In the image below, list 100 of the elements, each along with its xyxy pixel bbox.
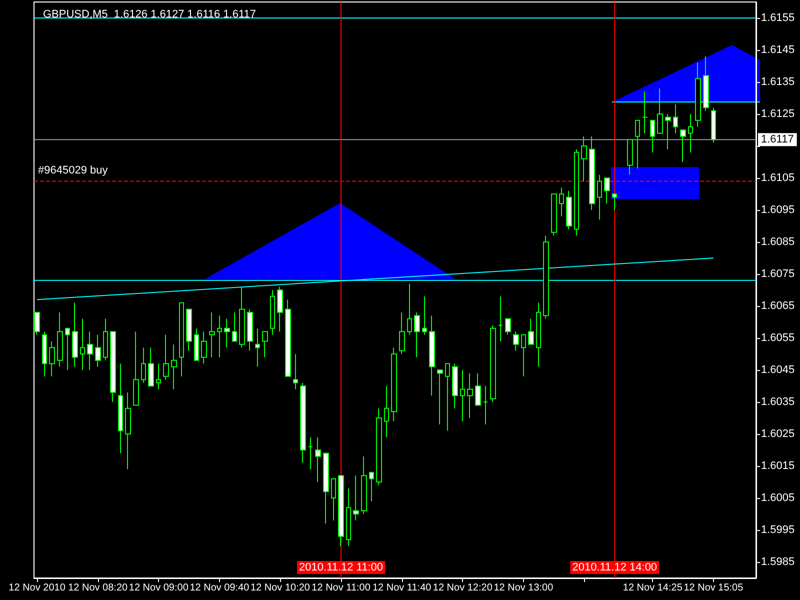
candlestick xyxy=(505,318,511,336)
candlestick xyxy=(232,312,237,342)
candlestick xyxy=(536,302,541,368)
candlestick xyxy=(559,187,564,217)
candlestick xyxy=(650,120,655,153)
candlestick xyxy=(148,347,154,386)
y-tick-label: 1.6105 xyxy=(761,172,795,184)
candlestick xyxy=(422,296,427,336)
candlestick xyxy=(657,88,663,134)
candlestick xyxy=(627,139,633,176)
ref-line-label: #9645029 buy xyxy=(38,164,108,177)
y-tick-label: 1.6125 xyxy=(761,108,795,120)
candlestick xyxy=(604,178,610,204)
y-tick-label: 1.5995 xyxy=(761,524,795,536)
x-tick-label: 12 Nov 08:20 xyxy=(68,582,128,594)
candlestick xyxy=(141,347,146,384)
candlestick xyxy=(110,331,116,402)
candlestick xyxy=(171,344,177,390)
candlestick xyxy=(217,315,222,358)
x-tick-label: 12 Nov 09:40 xyxy=(190,582,250,594)
candlestick xyxy=(490,324,496,402)
candlestick xyxy=(262,331,268,358)
candlestick xyxy=(346,488,351,546)
x-tick-label: 12 Nov 09:00 xyxy=(128,582,189,594)
candlestick xyxy=(338,475,344,546)
candlestick xyxy=(551,194,557,236)
candlestick xyxy=(635,120,640,169)
candlestick xyxy=(331,478,336,521)
candlestick xyxy=(80,318,85,370)
candlestick xyxy=(103,318,108,361)
candlestick xyxy=(665,114,671,150)
candlestick xyxy=(255,328,260,368)
candlestick xyxy=(703,56,709,112)
candlestick xyxy=(513,331,519,352)
y-tick-label: 1.6075 xyxy=(761,268,795,280)
candlestick xyxy=(95,334,101,368)
x-tick-label: 12 Nov 12:20 xyxy=(432,582,493,594)
candlestick xyxy=(528,318,534,345)
y-tick-label: 1.6005 xyxy=(761,492,795,504)
ref-line-label: 2010.11.12 14:00 xyxy=(572,562,658,574)
ref-line-label: 1.6117 xyxy=(761,134,794,146)
candlestick xyxy=(475,372,481,406)
y-tick-label: 1.6025 xyxy=(761,428,795,440)
y-tick-label: 1.6015 xyxy=(761,460,795,472)
candlestick xyxy=(315,436,321,482)
candlestick xyxy=(209,312,215,358)
candlestick xyxy=(391,347,397,422)
candlestick xyxy=(57,312,63,368)
candlestick xyxy=(285,299,291,377)
candlestick xyxy=(642,91,648,134)
x-tick-label: 12 Nov 2010 xyxy=(8,582,66,594)
candlestick xyxy=(483,386,488,425)
candlestick xyxy=(414,312,420,358)
candlestick xyxy=(323,452,329,524)
candlestick xyxy=(566,190,572,230)
candlestick xyxy=(87,331,93,370)
candlestick xyxy=(65,328,70,370)
candlestick xyxy=(467,372,473,418)
y-tick-label: 1.6045 xyxy=(761,364,795,376)
candlestick xyxy=(376,408,382,486)
candlestick xyxy=(42,331,47,377)
candlestick xyxy=(460,370,465,422)
y-tick-label: 1.6095 xyxy=(761,204,795,216)
candlestick xyxy=(224,318,230,348)
x-tick-label: 12 Nov 13:00 xyxy=(494,582,554,594)
candlestick xyxy=(581,136,587,182)
candlestick xyxy=(574,148,579,236)
candlestick xyxy=(194,328,199,361)
text: GBPUSD,M5 1.6126 1.6127 1.6116 1.6117 xyxy=(43,8,256,20)
y-tick-label: 1.6135 xyxy=(761,76,795,88)
candlestick xyxy=(673,104,678,134)
candlestick xyxy=(361,456,367,514)
y-tick-label: 1.5985 xyxy=(761,556,795,568)
candlestick xyxy=(300,382,306,464)
candlestick xyxy=(384,386,389,438)
y-tick-label: 1.6035 xyxy=(761,396,795,408)
candlestick xyxy=(72,302,78,368)
candlestick xyxy=(133,331,139,406)
candlestick xyxy=(445,363,450,432)
y-tick-label: 1.6065 xyxy=(761,300,795,312)
y-tick-label: 1.6155 xyxy=(761,12,795,24)
candlestick xyxy=(498,296,503,342)
candlestick xyxy=(179,302,184,377)
candlestick xyxy=(429,315,435,396)
candlestick xyxy=(407,283,412,336)
candlestick xyxy=(239,286,245,348)
candlestick xyxy=(125,392,131,470)
candlestick xyxy=(597,174,602,220)
candlestick xyxy=(270,290,275,336)
candlestick xyxy=(186,308,192,352)
candlestick xyxy=(277,286,283,332)
x-tick-label: 12 Nov 14:25 xyxy=(622,582,683,594)
candlestick xyxy=(247,308,253,352)
candlestick xyxy=(695,62,701,128)
candlestick xyxy=(163,334,169,380)
candlestick xyxy=(399,312,405,354)
y-tick-label: 1.6055 xyxy=(761,332,795,344)
candlestick xyxy=(589,136,595,210)
x-tick-label: 12 Nov 15:05 xyxy=(684,582,744,594)
candlestick xyxy=(49,340,55,377)
